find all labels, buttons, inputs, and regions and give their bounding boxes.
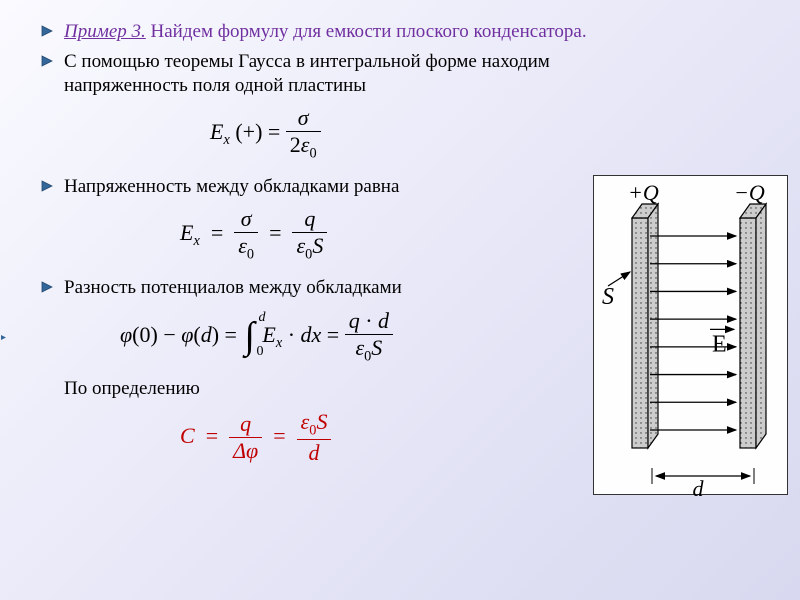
f4-C: C bbox=[180, 422, 195, 447]
f3-nd: d bbox=[378, 308, 389, 333]
f2-n1: σ bbox=[234, 206, 258, 232]
f1-ds: 0 bbox=[309, 146, 316, 162]
f3-d1: d bbox=[201, 321, 212, 346]
bullet-title: Пример 3. Найдем формулу для емкости пло… bbox=[40, 20, 610, 44]
integral-sign: ∫ d 0 bbox=[244, 317, 254, 355]
f2-sub: x bbox=[193, 234, 199, 250]
bullet-icon bbox=[40, 280, 54, 294]
f1-dc: 2 bbox=[290, 132, 301, 157]
f3-iu: d bbox=[258, 311, 265, 325]
f3-dS: S bbox=[371, 335, 382, 360]
f3-phi2: φ bbox=[181, 321, 193, 346]
f3-de: ε bbox=[355, 335, 364, 360]
svg-text:S: S bbox=[602, 284, 614, 310]
svg-text:−Q: −Q bbox=[734, 180, 765, 205]
f1-frac: σ 2ε0 bbox=[286, 105, 321, 162]
f4-eps: ε bbox=[301, 409, 310, 434]
bullet-icon bbox=[40, 54, 54, 68]
f2-d2e: ε bbox=[296, 233, 305, 258]
formula-3: φ(0) − φ(d) = ∫ d 0 Ex · dx = q · d ε0S bbox=[40, 308, 610, 365]
f4-q: q bbox=[229, 411, 262, 437]
line5-text: По определению bbox=[64, 377, 200, 401]
f2-d1e: ε bbox=[238, 233, 247, 258]
bullet-icon bbox=[40, 24, 54, 38]
formula-4: C = q Δφ = ε0S d bbox=[40, 409, 610, 466]
f1-var: E bbox=[210, 119, 223, 144]
f2-frac1: σ ε0 bbox=[234, 206, 258, 263]
f2-var: E bbox=[180, 220, 193, 245]
bullet-line3: Напряженность между обкладками равна bbox=[40, 175, 610, 199]
f3-frac: q · d ε0S bbox=[345, 308, 393, 365]
line4-text: Разность потенциалов между обкладками bbox=[64, 276, 402, 300]
f1-paren: + bbox=[243, 119, 255, 144]
svg-text:E: E bbox=[712, 331, 727, 357]
f2-frac2: q ε0S bbox=[292, 206, 327, 263]
formula-2: Ex = σ ε0 = q ε0S bbox=[40, 206, 610, 263]
f4-frac1: q Δφ bbox=[229, 411, 262, 464]
f4-d: d bbox=[297, 439, 332, 466]
bullet-line4: Разность потенциалов между обкладками bbox=[40, 276, 610, 300]
bullet-icon bbox=[40, 179, 54, 193]
f3-phi1: φ bbox=[120, 321, 132, 346]
bullet-line5: По определению bbox=[64, 377, 610, 401]
capacitor-diagram: S E +Q −Q d bbox=[593, 175, 788, 495]
f4-S: S bbox=[316, 409, 327, 434]
f4-dphi: Δφ bbox=[233, 438, 258, 463]
title-rest: Найдем формулу для емкости плоского конд… bbox=[146, 21, 587, 42]
bullet-line2: С помощью теоремы Гаусса в интегральной … bbox=[40, 50, 610, 98]
f1-num: σ bbox=[286, 105, 321, 131]
tiny-bullet-icon bbox=[0, 328, 7, 346]
f3-Es: x bbox=[276, 335, 282, 351]
formula-1: Ex (+) = σ 2ε0 bbox=[40, 105, 610, 162]
f3-il: 0 bbox=[256, 345, 263, 359]
svg-text:+Q: +Q bbox=[628, 180, 659, 205]
svg-text:d: d bbox=[693, 476, 705, 496]
f2-d1s: 0 bbox=[247, 247, 254, 263]
line3-text: Напряженность между обкладками равна bbox=[64, 175, 399, 199]
diagram-svg: S E +Q −Q d bbox=[594, 176, 789, 496]
f3-dx: dx bbox=[301, 321, 322, 346]
f2-n2: q bbox=[292, 206, 327, 232]
f2-d2S: S bbox=[312, 233, 323, 258]
line2-text: С помощью теоремы Гаусса в интегральной … bbox=[64, 50, 610, 98]
f3-nq: q bbox=[349, 308, 360, 333]
title-text: Пример 3. Найдем формулу для емкости пло… bbox=[64, 20, 587, 44]
f4-frac2: ε0S d bbox=[297, 409, 332, 466]
f3-z: 0 bbox=[140, 321, 151, 346]
f1-sub: x bbox=[223, 132, 229, 148]
title-underlined: Пример 3. bbox=[64, 21, 146, 42]
